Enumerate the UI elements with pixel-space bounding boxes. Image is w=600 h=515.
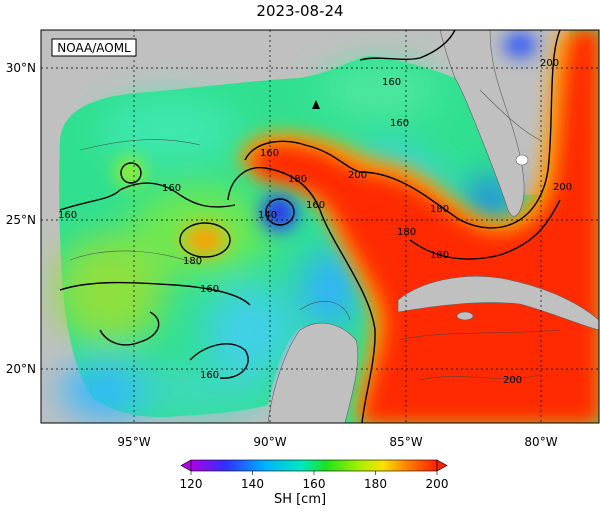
contour-label: 180 <box>397 227 416 238</box>
contour-label: 160 <box>260 148 279 159</box>
sea-height-field <box>55 30 599 423</box>
isla-juventud <box>456 311 474 321</box>
cuba <box>397 275 599 331</box>
colorbar: 120 140 160 180 200 <box>180 459 449 491</box>
contour-label: 160 <box>58 210 77 221</box>
lat-tick-label: 25°N <box>6 213 36 227</box>
florida <box>439 30 525 217</box>
graticule <box>41 30 599 423</box>
contour-label: 160 <box>200 370 219 381</box>
lon-tick-label: 85°W <box>389 435 422 449</box>
contour-label: 160 <box>382 77 401 88</box>
watermark-text: NOAA/AOML <box>57 41 131 55</box>
colorbar-tick-label: 180 <box>364 477 387 491</box>
contour-label: 180 <box>430 250 449 261</box>
colorbar-gradient <box>190 459 438 472</box>
contour-label: 200 <box>348 170 367 181</box>
contour-label: 200 <box>553 182 572 193</box>
colorbar-tick-label: 120 <box>180 477 203 491</box>
contour-label: 200 <box>503 375 522 386</box>
colorbar-right-arrow <box>436 459 448 472</box>
contour-label: 160 <box>390 118 409 129</box>
contour-label: 160 <box>306 200 325 211</box>
lat-tick-label: 20°N <box>6 362 36 376</box>
contour-lines <box>59 30 561 423</box>
contour-label: 180 <box>430 204 449 215</box>
colorbar-left-arrow <box>180 459 192 472</box>
plot-frame <box>40 29 600 424</box>
map-title: 2023-08-24 <box>256 2 344 20</box>
contour-label: 160 <box>200 284 219 295</box>
lon-tick-label: 95°W <box>117 435 150 449</box>
map-plot-area: 160 180 200 180 160 160 140 160 180 160 … <box>41 30 599 423</box>
contour-label-group: 160 180 200 180 160 160 140 160 180 160 … <box>58 58 572 386</box>
lat-tick-label: 30°N <box>6 61 36 75</box>
thin-contours <box>69 89 561 381</box>
lake-okeechobee <box>515 154 529 166</box>
colorbar-tick-label: 160 <box>303 477 326 491</box>
contour-label: 140 <box>258 210 277 221</box>
land-masses <box>267 30 599 423</box>
contour-label: 160 <box>162 183 181 194</box>
station-marker <box>312 100 320 109</box>
colorbar-tick-label: 140 <box>241 477 264 491</box>
lon-tick-label: 80°W <box>524 435 557 449</box>
contour-label: 200 <box>540 58 559 69</box>
lon-tick-label: 90°W <box>253 435 286 449</box>
colorbar-tick-label: 200 <box>426 477 449 491</box>
colorbar-units-label: SH [cm] <box>273 492 327 507</box>
contour-label: 180 <box>288 174 307 185</box>
yucatan <box>267 322 359 423</box>
contour-label: 180 <box>183 256 202 267</box>
watermark-box <box>51 38 137 57</box>
